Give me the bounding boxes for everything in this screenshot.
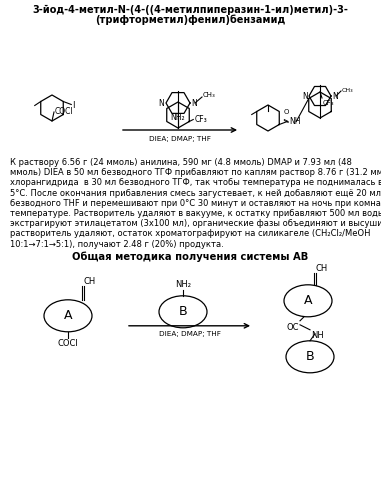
Text: DIEA; DMAP; THF: DIEA; DMAP; THF (149, 136, 211, 142)
Text: хлорангидрида  в 30 мл безводного ТГФ, так чтобы температура не поднималась выше: хлорангидрида в 30 мл безводного ТГФ, та… (10, 179, 381, 188)
Text: 10:1→7:1→5:1), получают 2.48 г (20%) продукта.: 10:1→7:1→5:1), получают 2.48 г (20%) про… (10, 240, 224, 249)
Text: B: B (179, 305, 187, 318)
Ellipse shape (286, 341, 334, 373)
Text: I: I (72, 101, 75, 110)
Ellipse shape (284, 285, 332, 317)
Text: NH: NH (289, 117, 301, 126)
Text: NH₂: NH₂ (171, 113, 185, 122)
Text: N: N (191, 98, 197, 107)
Text: N: N (332, 91, 338, 100)
Ellipse shape (159, 296, 207, 328)
Text: CH: CH (316, 264, 328, 273)
Text: Общая методика получения системы AB: Общая методика получения системы AB (72, 252, 308, 262)
Text: B: B (306, 350, 314, 363)
Text: CF₃: CF₃ (323, 100, 335, 106)
Text: 5°С. После окончания прибавления смесь загустевает, к ней добавляют ещё 20 мл: 5°С. После окончания прибавления смесь з… (10, 189, 381, 198)
Text: DIEA; DMAP; THF: DIEA; DMAP; THF (159, 331, 221, 337)
Text: экстрагируют этилацетатом (3x100 мл), органические фазы объединяют и высушивают,: экстрагируют этилацетатом (3x100 мл), ор… (10, 219, 381, 228)
Text: OC: OC (287, 323, 299, 332)
Text: NH₂: NH₂ (175, 280, 191, 289)
Text: A: A (64, 309, 72, 322)
Text: COCl: COCl (55, 106, 74, 115)
Text: A: A (304, 294, 312, 307)
Text: ммоль) DIEA в 50 мл безводного ТГФ прибавляют по каплям раствор 8.76 г (31.2 ммо: ммоль) DIEA в 50 мл безводного ТГФ приба… (10, 168, 381, 177)
Text: CH: CH (84, 277, 96, 286)
Text: CH₃: CH₃ (342, 87, 354, 92)
Text: 3-йод-4-метил-N-(4-((4-метилпиперазин-1-ил)метил)-3-: 3-йод-4-метил-N-(4-((4-метилпиперазин-1-… (32, 5, 348, 15)
Text: NH: NH (311, 331, 324, 340)
Text: COCl: COCl (58, 339, 78, 348)
Text: O: O (283, 108, 289, 114)
Ellipse shape (44, 300, 92, 332)
Text: (трифторметил)фенил)бензамид: (трифторметил)фенил)бензамид (95, 14, 285, 24)
Text: растворитель удаляют, остаток хроматографируют на силикагеле (CH₂Cl₂/MeOH: растворитель удаляют, остаток хроматогра… (10, 230, 370, 239)
Text: безводного THF и перемешивают при 0°С 30 минут и оставляют на ночь при комнатной: безводного THF и перемешивают при 0°С 30… (10, 199, 381, 208)
Text: CH₃: CH₃ (203, 92, 216, 98)
Text: N: N (302, 91, 308, 100)
Text: CF₃: CF₃ (194, 115, 207, 124)
Text: температуре. Растворитель удаляют в вакууме, к остатку прибавляют 500 мл воды и: температуре. Растворитель удаляют в ваку… (10, 209, 381, 218)
Text: К раствору 6.56 г (24 ммоль) анилина, 590 мг (4.8 ммоль) DMAP и 7.93 мл (48: К раствору 6.56 г (24 ммоль) анилина, 59… (10, 158, 352, 167)
Text: N: N (158, 98, 164, 107)
